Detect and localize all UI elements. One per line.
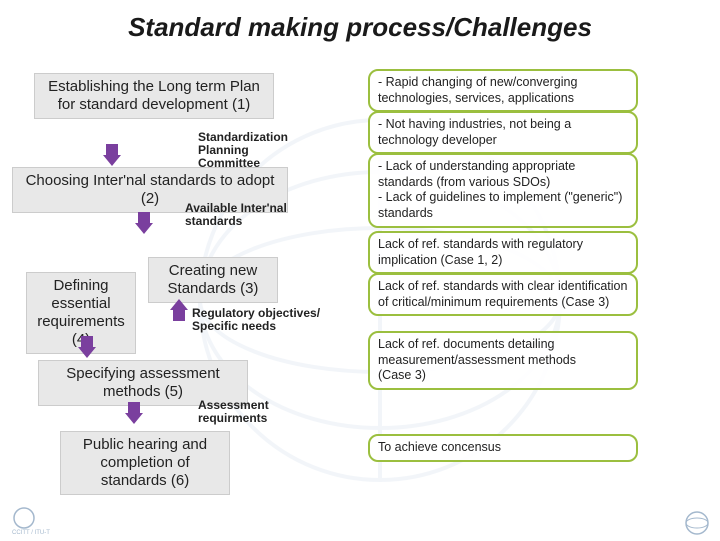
challenge-7: To achieve concensus: [368, 434, 638, 462]
note-regulatory: Regulatory objectives/Specific needs: [192, 307, 320, 333]
challenge-3: - Lack of understanding appropriate stan…: [368, 153, 638, 228]
challenge-6: Lack of ref. documents detailing measure…: [368, 331, 638, 390]
process-step-1: Establishing the Long term Planfor stand…: [34, 73, 274, 119]
process-step-3-text: Creating new Standards (3): [168, 262, 259, 297]
arrow-up-icon: [170, 299, 188, 321]
process-step-3: Creating new Standards (3): [148, 257, 278, 303]
challenge-5: Lack of ref. standards with clear identi…: [368, 273, 638, 316]
ccitt-logo-icon: CCITT / ITU-T: [10, 506, 60, 536]
arrow-down-icon: [103, 144, 121, 166]
arrow-down-icon: [78, 336, 96, 358]
note-available: Available Inter'nalstandards: [185, 202, 287, 228]
challenge-2: - Not having industries, not being a tec…: [368, 111, 638, 154]
content-area: Establishing the Long term Planfor stand…: [0, 49, 720, 539]
svg-text:CCITT / ITU-T: CCITT / ITU-T: [12, 530, 50, 536]
arrow-down-icon: [135, 212, 153, 234]
process-step-1-text: Establishing the Long term Planfor stand…: [48, 78, 260, 113]
globe-logo-icon: [684, 510, 710, 536]
challenge-1: - Rapid changing of new/converging techn…: [368, 69, 638, 112]
process-step-5-text: Specifying assessment methods (5): [66, 365, 219, 400]
note-assessment: Assessmentrequirments: [198, 399, 269, 425]
arrow-down-icon: [125, 402, 143, 424]
process-step-6: Public hearing and completion of standar…: [60, 431, 230, 495]
process-step-6-text: Public hearing and completion of standar…: [83, 436, 207, 489]
challenge-4: Lack of ref. standards with regulatory i…: [368, 231, 638, 274]
note-standardization: StandardizationPlanningCommittee: [198, 131, 288, 171]
slide-title: Standard making process/Challenges: [0, 0, 720, 49]
